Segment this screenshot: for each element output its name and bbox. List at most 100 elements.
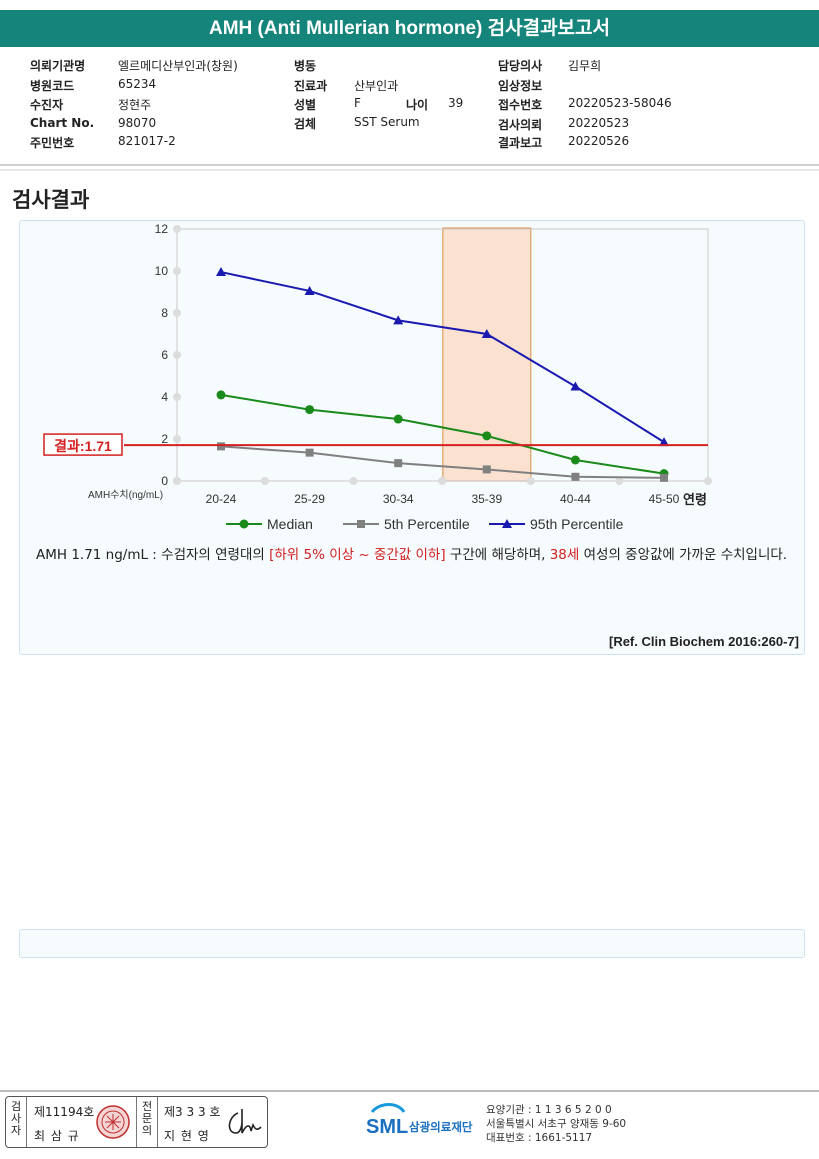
- department-label: 진료과: [294, 79, 328, 93]
- x-tick-label: 35-39: [471, 492, 502, 506]
- data-point: [393, 414, 403, 424]
- data-point: [394, 459, 403, 468]
- series-95th-percentile: [216, 267, 669, 447]
- org-address: 서울특별시 서초구 양재동 9-60: [486, 1118, 627, 1130]
- y-tick-marker: [173, 393, 181, 401]
- receipt-no-label: 접수번호: [498, 98, 543, 112]
- x-tick-label: 40-44: [560, 492, 591, 506]
- institution-label: 의뢰기관명: [30, 59, 86, 73]
- y-tick-marker: [173, 225, 181, 233]
- result-label: 결과:1.71: [54, 438, 112, 454]
- legend-label: Median: [267, 516, 313, 532]
- legend-item: 5th Percentile: [343, 516, 470, 532]
- org-logo: SML 삼광의료재단: [366, 1102, 484, 1144]
- data-point: [217, 442, 225, 451]
- divider: [157, 1097, 158, 1147]
- chart-no-label: Chart No.: [30, 116, 95, 130]
- desc-part3: 여성의 중앙값에 가까운 수치입니다.: [579, 547, 788, 563]
- result-label-box: [43, 433, 123, 456]
- examiner-name: 최 삼 규: [34, 1129, 80, 1143]
- resident-no-value: 821017-2: [118, 134, 176, 148]
- y-tick-label: 2: [161, 432, 168, 446]
- highlight-age-band: [442, 227, 532, 482]
- section-title: 검사결과: [12, 188, 90, 212]
- report-date-value: 20220526: [568, 134, 630, 148]
- y-tick-label: 4: [161, 390, 168, 404]
- x-tick-label: 30-34: [383, 492, 414, 506]
- footer-divider: [0, 1090, 819, 1092]
- clinical-info-label: 임상정보: [498, 79, 543, 93]
- receipt-no-value: 20220523-58046: [568, 96, 672, 110]
- patient-value: 정현주: [118, 98, 152, 112]
- data-point: [305, 405, 315, 415]
- doctor-value: 김무희: [568, 59, 602, 73]
- y-tick-label: 6: [161, 348, 168, 362]
- x-tick-label: 25-29: [294, 492, 325, 506]
- age-label: 나이: [406, 98, 429, 112]
- report-title: AMH (Anti Mullerian hormone) 검사결과보고서: [0, 10, 819, 47]
- x-tick-marker: [615, 477, 624, 485]
- sex-label: 성별: [294, 98, 317, 112]
- data-point: [216, 267, 226, 277]
- data-point: [216, 390, 226, 400]
- confirmer-license: 제3 3 3 호: [164, 1105, 221, 1119]
- data-point: [239, 519, 249, 529]
- divider: [0, 169, 819, 171]
- specimen-value: SST Serum: [354, 115, 420, 129]
- series-median: [216, 390, 669, 479]
- examiner-license: 제11194호: [34, 1105, 95, 1119]
- y-tick-marker: [173, 435, 181, 443]
- org-name: 삼광의료재단: [409, 1120, 473, 1134]
- report-date-label: 결과보고: [498, 136, 543, 150]
- data-point: [304, 285, 315, 295]
- desc-part1: AMH 1.71 ng/mL : 수검자의 연령대의: [36, 547, 270, 563]
- y-tick-label: 0: [161, 474, 168, 488]
- divider: [26, 1097, 27, 1147]
- chart-no-value: 98070: [118, 116, 157, 130]
- data-point: [393, 315, 404, 325]
- hospital-code-label: 병원코드: [30, 79, 75, 93]
- legend-item: Median: [226, 516, 313, 532]
- divider: [136, 1097, 137, 1147]
- x-tick-marker: [349, 477, 358, 485]
- sml-logo-icon: SML 삼광의료재단: [366, 1103, 473, 1138]
- data-point: [571, 472, 580, 481]
- x-tick-label: 45-50: [649, 492, 680, 506]
- empty-panel: [19, 929, 805, 958]
- desc-range: [하위 5% 이상 ~ 중간값 이하]: [269, 547, 446, 563]
- legend-label: 5th Percentile: [384, 516, 470, 532]
- y-tick-marker: [173, 267, 181, 275]
- desc-age: 38세: [549, 547, 580, 563]
- series-5th-percentile: [217, 442, 668, 482]
- series-line: [220, 445, 665, 479]
- reference-citation: [Ref. Clin Biochem 2016:260-7]: [608, 634, 799, 649]
- request-date-value: 20220523: [568, 116, 630, 130]
- data-point: [660, 473, 668, 482]
- x-tick-marker: [704, 477, 712, 485]
- specimen-label: 검체: [294, 117, 317, 131]
- patient-label: 수진자: [30, 98, 64, 112]
- y-tick-marker: [173, 309, 181, 317]
- confirmer-name: 지 현 영: [164, 1129, 210, 1143]
- sml-logo-text: SML: [366, 1116, 408, 1138]
- department-value: 산부인과: [354, 79, 399, 93]
- y-axis-label: AMH수치(ng/mL): [88, 489, 163, 501]
- request-date-label: 검사의뢰: [498, 118, 543, 132]
- age-value: 39: [448, 96, 464, 110]
- ward-label: 병동: [294, 59, 317, 73]
- data-point: [481, 329, 492, 338]
- doctor-label: 담당의사: [498, 59, 543, 73]
- data-point: [482, 431, 492, 441]
- y-tick-label: 10: [155, 264, 169, 278]
- x-tick-label: 20-24: [206, 492, 237, 506]
- y-tick-marker: [173, 351, 181, 359]
- amh-chart: 0 2 4 6 8 10 12 20-24 25-29 30-34 35-39 40-44 45-50…: [43, 222, 712, 532]
- data-point: [570, 381, 581, 391]
- org-contact: 요양기관 : 1 1 3 6 5 2 0 0 서울특별시 서초구 양재동 9-6…: [486, 1103, 626, 1145]
- examiner-seal-icon: [96, 1105, 130, 1139]
- data-point: [305, 448, 314, 457]
- data-point: [482, 465, 491, 474]
